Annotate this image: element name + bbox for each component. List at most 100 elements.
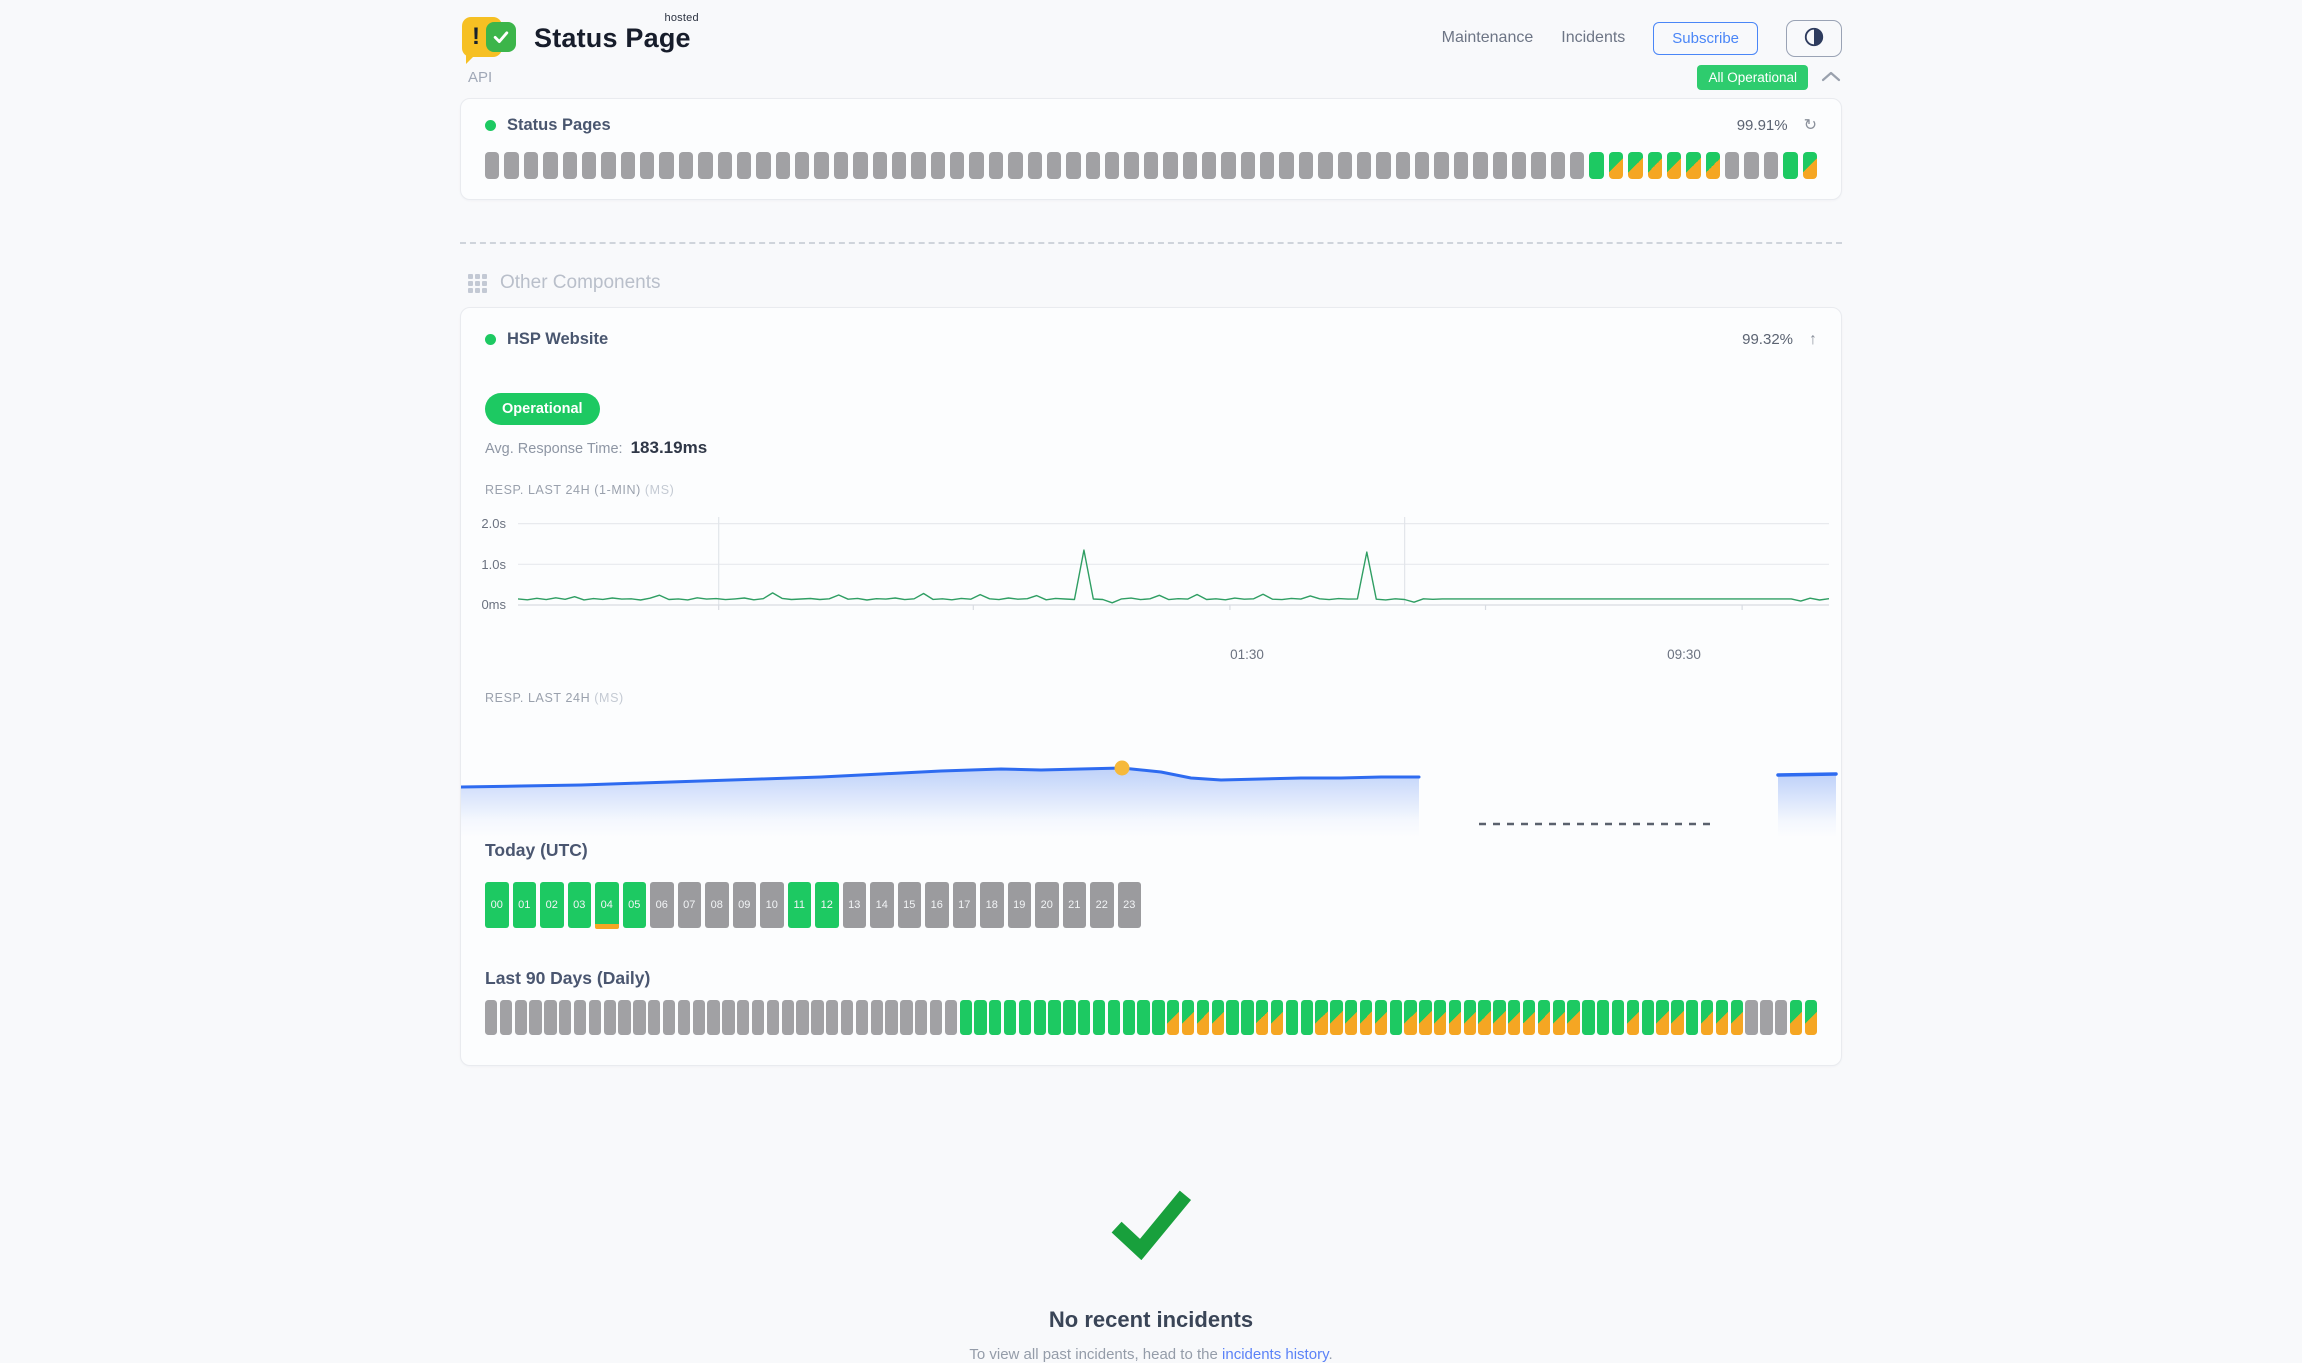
- uptime-bar-mix: [1270, 1000, 1284, 1035]
- hour-block-13: 13: [842, 882, 866, 928]
- uptime-bar-gray: [1221, 152, 1236, 179]
- status-dot-icon: [485, 334, 496, 345]
- chart-marker-dot: [1114, 760, 1130, 776]
- uptime-bar-gray: [885, 1000, 898, 1035]
- uptime-bar-gray: [640, 152, 655, 179]
- uptime-percentage: 99.32%: [1742, 331, 1793, 348]
- resp-24h-chart-label: RESP. LAST 24H (MS): [485, 691, 624, 705]
- incidents-history-link[interactable]: incidents history: [1222, 1346, 1329, 1363]
- uptime-bar-green: [1226, 1000, 1239, 1035]
- logo-mark-icon: !: [460, 15, 522, 64]
- chevron-up-icon[interactable]: [1820, 70, 1842, 84]
- api-section-label: API: [468, 68, 493, 86]
- uptime-bar-mix: [1463, 1000, 1476, 1035]
- nav-maintenance[interactable]: Maintenance: [1441, 29, 1534, 46]
- theme-toggle-button[interactable]: [1786, 19, 1842, 57]
- hour-block-01: 01: [512, 882, 536, 928]
- uptime-bar-gray: [543, 152, 558, 179]
- uptime-bar-mix: [1493, 1000, 1506, 1035]
- uptime-bar-mix: [1802, 152, 1817, 179]
- subscribe-button[interactable]: Subscribe: [1653, 21, 1758, 55]
- hour-block-22: 22: [1090, 882, 1114, 928]
- status-row: API All Operational: [460, 64, 1842, 90]
- hour-block-02: 02: [540, 882, 564, 928]
- uptime-bar-gray: [736, 152, 752, 179]
- uptime-bar-gray: [950, 152, 965, 179]
- brand-logo[interactable]: ! Status Page hosted: [460, 12, 699, 64]
- uptime-bar-green: [1641, 1000, 1654, 1035]
- big-check-icon: [1108, 1184, 1194, 1265]
- uptime-bar-green: [1300, 1000, 1313, 1035]
- api-component-card: Status Pages 99.91% ↻: [460, 98, 1842, 200]
- uptime-bar-green: [1092, 1000, 1106, 1035]
- status-dot-icon: [485, 119, 496, 131]
- uptime-bar-green: [974, 1000, 987, 1035]
- hour-block-06: 06: [650, 882, 674, 928]
- hour-block-18: 18: [980, 882, 1004, 928]
- uptime-bar-gray: [581, 152, 597, 179]
- hour-block-20: 20: [1035, 882, 1059, 928]
- uptime-bar-green: [1033, 1000, 1046, 1035]
- uptime-bar-mix: [1730, 1000, 1743, 1035]
- refresh-icon[interactable]: ↻: [1803, 117, 1817, 134]
- uptime-bar-mix: [1789, 1000, 1803, 1035]
- uptime-bar-gray: [1201, 152, 1217, 179]
- uptime-bar-gray: [1550, 152, 1565, 179]
- grid-icon: [468, 273, 487, 293]
- uptime-bar-gray: [833, 152, 849, 179]
- main-nav: Maintenance Incidents Subscribe: [1441, 19, 1842, 57]
- uptime-bar-gray: [588, 1000, 602, 1035]
- y-tick: 2.0s: [481, 516, 506, 531]
- avg-response-value: 183.19ms: [630, 438, 708, 457]
- uptime-bar-gray: [1395, 152, 1410, 179]
- uptime-bar-green: [1152, 1000, 1165, 1035]
- uptime-bar-mix: [1508, 1000, 1521, 1035]
- uptime-bar-mix: [1686, 152, 1701, 179]
- uptime-bar-gray: [1318, 152, 1333, 179]
- hour-block-19: 19: [1007, 882, 1031, 928]
- uptime-bar-gray: [707, 1000, 720, 1035]
- uptime-bar-gray: [1163, 152, 1178, 179]
- uptime-bar-mix: [1374, 1000, 1388, 1035]
- uptime-bar-gray: [872, 152, 887, 179]
- uptime-bar-gray: [722, 1000, 735, 1035]
- avg-response-row: Avg. Response Time: 183.19ms: [485, 438, 1841, 458]
- uptime-bar-gray: [969, 152, 984, 179]
- uptime-bar-green: [1122, 1000, 1135, 1035]
- dashed-divider: [460, 242, 1842, 244]
- uptime-bar-mix: [1434, 1000, 1447, 1035]
- uptime-bar-gray: [485, 1000, 498, 1035]
- last90-title: Last 90 Days (Daily): [485, 968, 651, 988]
- uptime-bar-green: [1611, 1000, 1625, 1035]
- uptime-bar-green: [959, 1000, 972, 1035]
- uptime-bar-mix: [1404, 1000, 1417, 1035]
- contrast-icon: [1803, 26, 1825, 51]
- uptime-bar-gray: [1376, 152, 1391, 179]
- hour-block-03: 03: [567, 882, 591, 928]
- uptime-bar-gray: [618, 1000, 631, 1035]
- uptime-bar-gray: [504, 152, 519, 179]
- y-tick: 0ms: [481, 597, 506, 612]
- uptime-bar-gray: [737, 1000, 750, 1035]
- hour-block-07: 07: [677, 882, 701, 928]
- uptime-bar-gray: [826, 1000, 839, 1035]
- y-axis-labels: 2.0s 1.0s 0ms: [461, 513, 518, 643]
- hour-block-23: 23: [1117, 882, 1141, 928]
- degraded-strip: [595, 924, 619, 929]
- uptime-bar-gray: [930, 152, 945, 179]
- uptime-bar-mix: [1330, 1000, 1343, 1035]
- uptime-bar-gray: [814, 152, 829, 179]
- uptime-bar-mix: [1211, 1000, 1224, 1035]
- uptime-bar-gray: [855, 1000, 869, 1035]
- uptime-bar-gray: [1473, 152, 1488, 179]
- hour-block-15: 15: [897, 882, 921, 928]
- uptime-bar-gray: [1415, 152, 1430, 179]
- status-page: ! Status Page hosted Maintenance Inciden…: [460, 0, 1842, 1363]
- nav-incidents[interactable]: Incidents: [1561, 29, 1626, 46]
- uptime-bar-green: [1389, 1000, 1402, 1035]
- uptime-bar-mix: [1315, 1000, 1328, 1035]
- uptime-bar-green: [1107, 1000, 1121, 1035]
- uptime-bar-gray: [775, 152, 790, 179]
- component-name: HSP Website: [507, 330, 609, 348]
- uptime-bar-gray: [1531, 152, 1546, 179]
